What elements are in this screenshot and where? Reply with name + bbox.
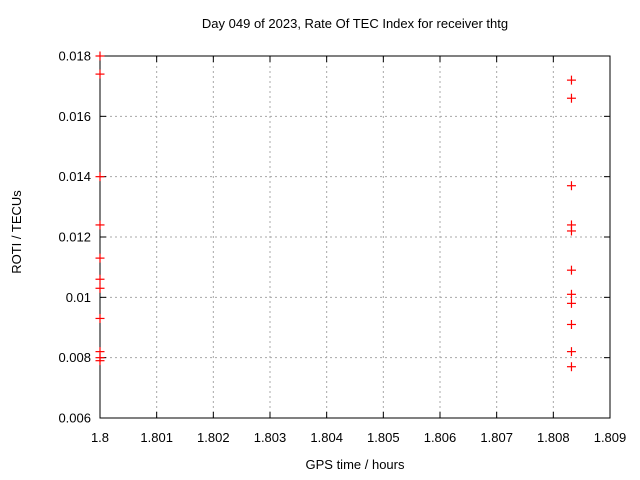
chart-title: Day 049 of 2023, Rate Of TEC Index for r… — [202, 16, 508, 31]
y-tick-label: 0.01 — [66, 290, 91, 305]
x-tick-label: 1.801 — [140, 430, 173, 445]
x-tick-label: 1.809 — [594, 430, 627, 445]
plot-area: 1.8 1.801 1.802 1.803 1.804 1.805 1.806 1.807 1.… — [58, 49, 626, 446]
x-tick-label: 1.806 — [424, 430, 457, 445]
y-tick-label: 0.014 — [58, 169, 91, 184]
x-tick-label: 1.807 — [480, 430, 513, 445]
x-tick-label: 1.8 — [91, 430, 109, 445]
y-tick-label: 0.018 — [58, 49, 91, 64]
x-axis-label: GPS time / hours — [306, 457, 405, 472]
y-tick-label: 0.012 — [58, 230, 91, 245]
y-axis-label: ROTI / TECUs — [9, 190, 24, 274]
x-tick-label: 1.808 — [537, 430, 570, 445]
y-tick-label: 0.006 — [58, 411, 91, 426]
x-tick-label: 1.805 — [367, 430, 400, 445]
x-tick-label: 1.802 — [197, 430, 230, 445]
y-tick-label: 0.016 — [58, 109, 91, 124]
y-tick-label: 0.008 — [58, 350, 91, 365]
x-tick-label: 1.804 — [310, 430, 343, 445]
x-tick-label: 1.803 — [254, 430, 287, 445]
